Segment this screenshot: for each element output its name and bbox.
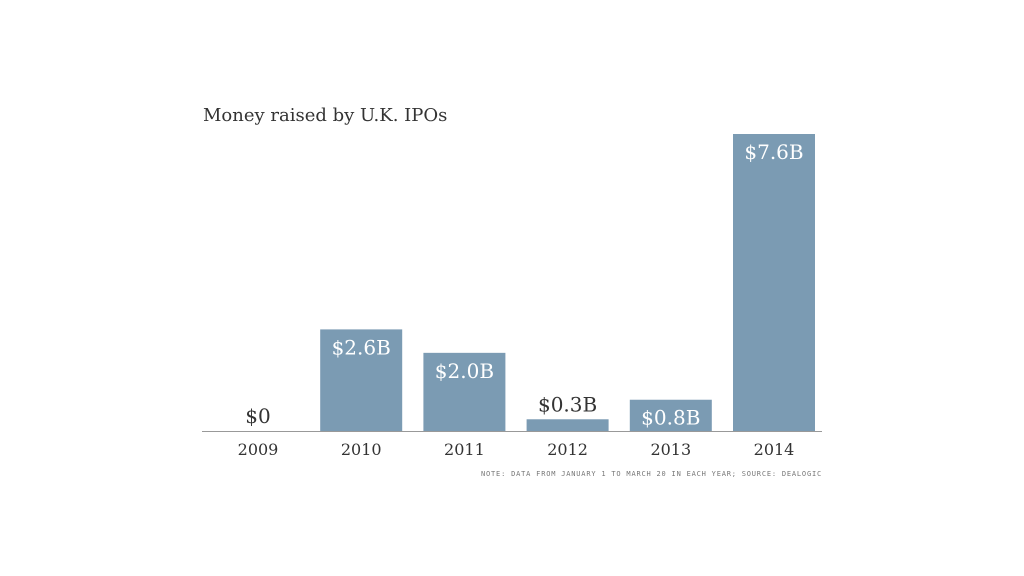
x-tick-label-2011: 2011 [444,440,485,459]
value-label-2013: $0.8B [641,406,700,430]
value-label-2011: $2.0B [435,359,494,383]
value-label-2014: $7.6B [744,140,803,164]
chart-title: Money raised by U.K. IPOs [203,105,448,126]
x-tick-label-2010: 2010 [341,440,382,459]
chart-source-note: NOTE: DATA FROM JANUARY 1 TO MARCH 20 IN… [481,470,822,478]
bar-2010 [320,329,403,431]
value-label-2012: $0.3B [538,392,597,416]
x-tick-label-2014: 2014 [754,440,795,459]
bar-2013 [629,399,712,431]
x-tick-label-2012: 2012 [547,440,588,459]
bar-2014 [733,134,815,431]
value-label-2010: $2.6B [332,335,391,359]
bar-2011 [423,352,506,431]
bar-2012 [526,419,609,431]
x-tick-label-2009: 2009 [238,440,279,459]
value-label-2009: $0 [245,404,270,428]
x-tick-label-2013: 2013 [650,440,691,459]
